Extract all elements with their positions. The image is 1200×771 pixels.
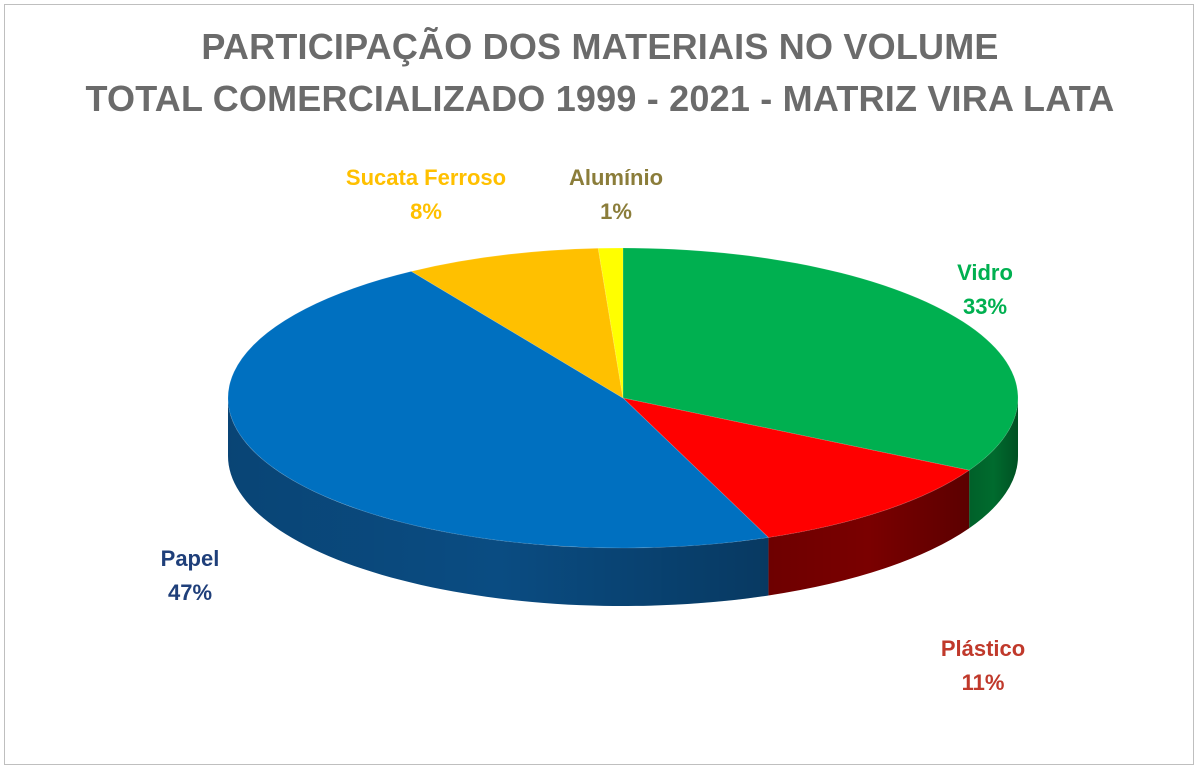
pie-slice-vidro <box>622 247 1019 471</box>
data-label-value-plastico: 11% <box>962 670 1005 695</box>
chart-title-line-2: TOTAL COMERCIALIZADO 1999 - 2021 - MATRI… <box>85 78 1115 119</box>
pie-side-shade-papel <box>228 398 769 607</box>
data-label-value-vidro: 33% <box>963 294 1007 319</box>
data-label-name-sucata-ferroso: Sucata Ferroso <box>346 165 506 190</box>
data-label-name-papel: Papel <box>161 546 220 571</box>
pie-side-shade-vidro <box>969 398 1018 529</box>
data-label-value-aluminio: 1% <box>600 199 632 224</box>
data-label-name-plastico: Plástico <box>941 636 1025 661</box>
data-label-aluminio: Alumínio 1% <box>569 165 663 224</box>
data-label-value-sucata-ferroso: 8% <box>410 199 442 224</box>
pie-side-shade-plastico <box>768 470 970 596</box>
pie-slice-aluminio <box>597 247 624 399</box>
data-label-papel: Papel 47% <box>161 546 220 605</box>
data-label-value-papel: 47% <box>168 580 212 605</box>
data-label-sucata-ferroso: Sucata Ferroso 8% <box>346 165 506 224</box>
pie-slice-sucata-ferroso <box>410 247 624 399</box>
data-label-plastico: Plástico 11% <box>941 636 1025 695</box>
pie-slice-plastico <box>621 397 971 538</box>
data-label-name-aluminio: Alumínio <box>569 165 663 190</box>
data-label-name-vidro: Vidro <box>957 260 1013 285</box>
chart-title-line-1: PARTICIPAÇÃO DOS MATERIAIS NO VOLUME <box>201 26 999 67</box>
pie-slice-papel <box>227 270 770 549</box>
data-label-vidro: Vidro 33% <box>957 260 1013 319</box>
